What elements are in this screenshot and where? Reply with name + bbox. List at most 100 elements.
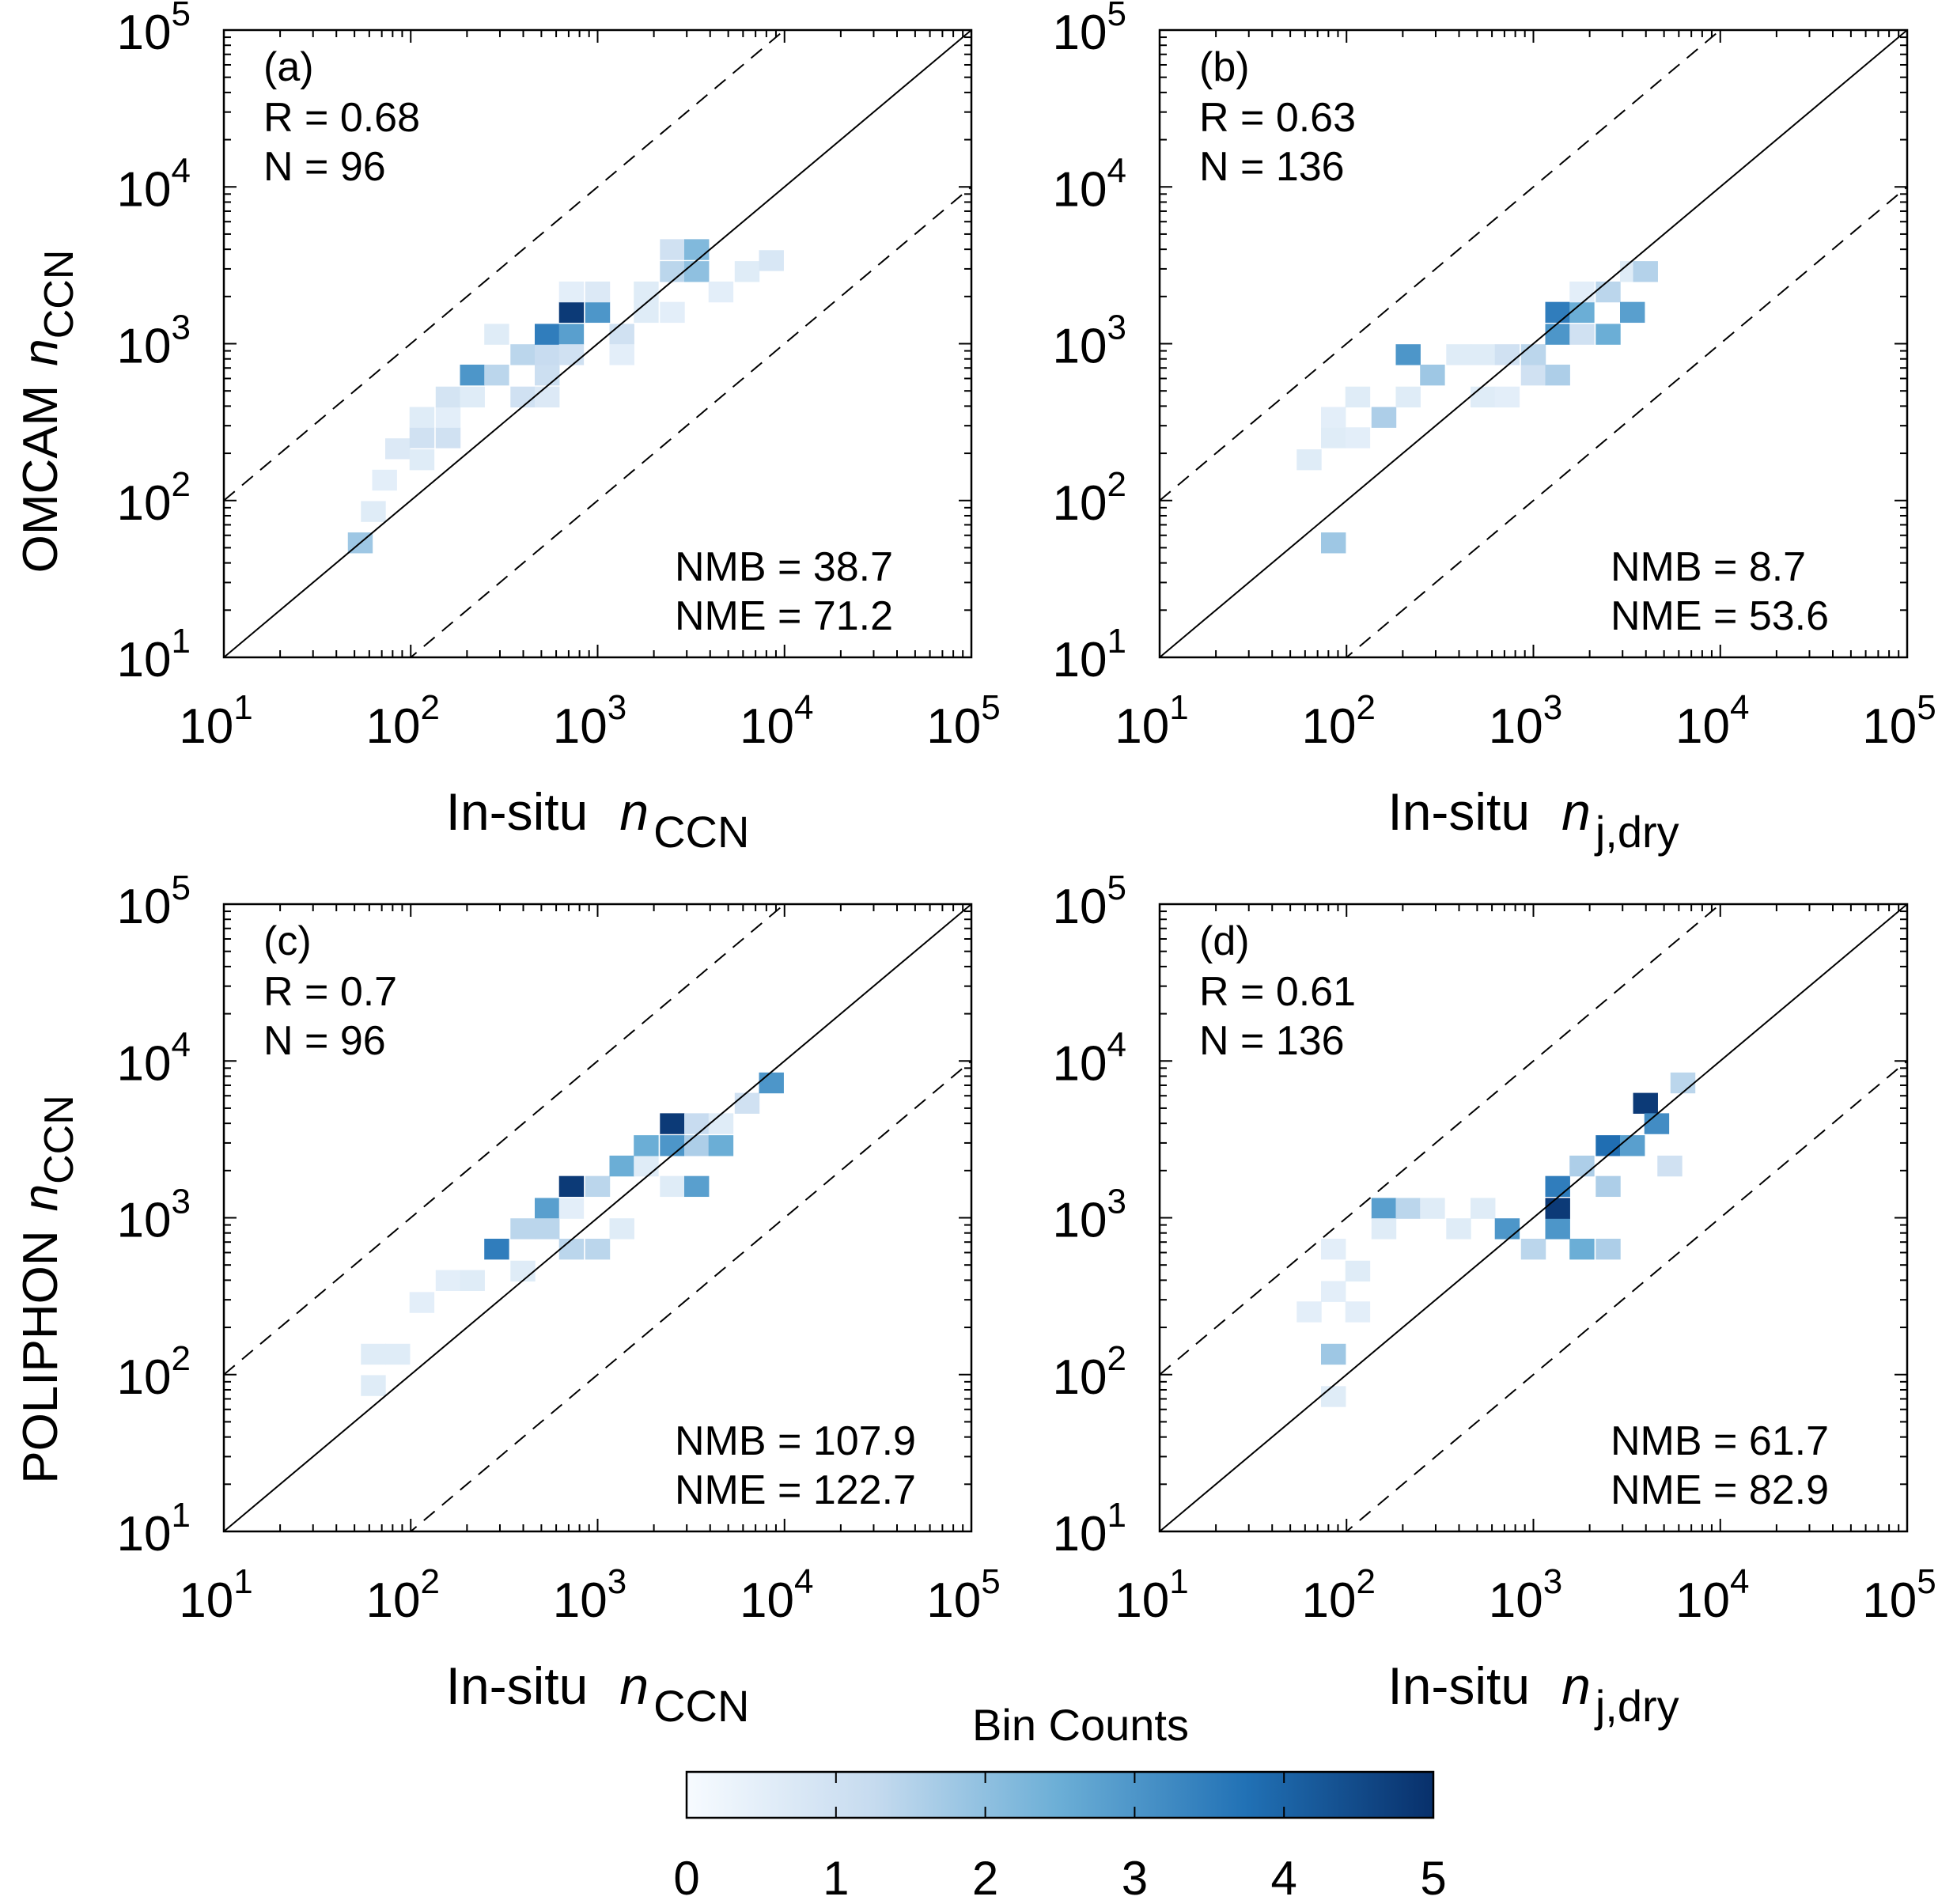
heatmap-bin [1371, 1198, 1397, 1219]
row-label-poliphon-var: n [13, 1184, 68, 1211]
heatmap-bin [1569, 1155, 1595, 1177]
x-tick-label: 104 [1675, 1562, 1749, 1628]
heatmap-bin [1321, 1238, 1346, 1260]
heatmap-bin [1520, 1238, 1546, 1260]
heatmap-bin [708, 1135, 734, 1156]
factor-of-ten-line [224, 904, 786, 1376]
heatmap-bin [435, 1270, 461, 1291]
panel-b-r-value: R = 0.63 [1199, 95, 1356, 141]
heatmap-bin [1321, 532, 1346, 554]
heatmap-bin [460, 386, 485, 408]
y-tick-label: 101 [117, 1496, 191, 1561]
panel-b-bins [1296, 261, 1658, 554]
heatmap-bin [558, 1175, 585, 1198]
heatmap-bin [535, 324, 560, 345]
one-to-one-line [224, 904, 971, 1531]
panel-d-bins [1296, 1072, 1696, 1407]
x-tick-label: 101 [179, 1562, 252, 1628]
heatmap-bin [385, 1343, 411, 1365]
heatmap-bin [435, 386, 461, 408]
heatmap-bin [460, 1270, 485, 1291]
panel-d-reference-lines [1160, 904, 1907, 1531]
heatmap-bin [1321, 1386, 1346, 1407]
heatmap-bin [609, 1218, 634, 1240]
heatmap-bin [1446, 1218, 1471, 1240]
heatmap-bin [1569, 1238, 1595, 1260]
heatmap-bin [1633, 261, 1658, 282]
factor-of-ten-line [409, 1060, 971, 1531]
factor-of-ten-line [1160, 30, 1722, 502]
panel-c-reference-lines [224, 904, 971, 1531]
row-label-omcam-var: n [13, 339, 68, 365]
x-tick-label: 105 [926, 688, 1000, 754]
y-tick-label: 105 [117, 0, 191, 60]
heatmap-bin [409, 449, 435, 471]
heatmap-bin [1395, 386, 1421, 408]
panel-b-nmb-value: NMB = 8.7 [1611, 544, 1806, 590]
heatmap-bin [484, 364, 509, 386]
heatmap-bin [535, 1198, 560, 1219]
panel-a-label: (a) [263, 44, 314, 90]
heatmap-bin [634, 281, 659, 303]
panel-a-r-value: R = 0.68 [263, 95, 420, 141]
colorbar-gradient [685, 1770, 1435, 1819]
heatmap-bin [609, 1155, 634, 1177]
heatmap-bin [361, 501, 386, 522]
x-tick-label: 102 [366, 1562, 440, 1628]
x-tick-label: 104 [740, 688, 813, 754]
panel-a-nmb-value: NMB = 38.7 [675, 544, 893, 590]
heatmap-bin [734, 1092, 760, 1114]
heatmap-bin [684, 1113, 710, 1134]
heatmap-bin [558, 281, 585, 303]
y-tick-label: 101 [1053, 1496, 1126, 1561]
y-tick-label: 105 [117, 869, 191, 934]
panel-a-n-value: N = 96 [263, 144, 386, 190]
one-to-one-line [224, 30, 971, 657]
heatmap-bin [1321, 1343, 1346, 1365]
heatmap-bin [585, 1238, 611, 1260]
panel-d-n-value: N = 136 [1199, 1018, 1345, 1064]
heatmap-bin [1644, 1113, 1670, 1134]
panel-d-r-value: R = 0.61 [1199, 969, 1356, 1015]
panel-c: 101 102 103 104 105 101 102 103 104 105 (c) R = 0.7… [117, 869, 1001, 1731]
panel-d-nme-value: NME = 82.9 [1611, 1467, 1829, 1513]
heatmap-bin [385, 438, 411, 460]
heatmap-bin [1596, 324, 1621, 345]
heatmap-bin [1345, 427, 1371, 449]
heatmap-bin [1520, 344, 1546, 365]
row-label-poliphon: POLIPHON nCCN [13, 1095, 82, 1484]
panel-a-x-axis-label: In-situ n CCN [446, 782, 750, 857]
heatmap-bin [734, 261, 760, 282]
heatmap-bin [1395, 344, 1421, 365]
heatmap-bin [1345, 1260, 1371, 1282]
panel-a-ticks [223, 29, 972, 658]
y-tick-label: 102 [117, 1339, 191, 1405]
panel-b: 101 102 103 104 105 101 102 103 104 105 (b) R = 0.6… [1053, 0, 1936, 857]
heatmap-bin [1345, 386, 1371, 408]
one-to-one-line [1160, 904, 1907, 1531]
heatmap-bin [1569, 281, 1595, 303]
heatmap-bin [484, 324, 509, 345]
svg-text:POLIPHONnCCN: POLIPHON nCCN [13, 1095, 82, 1484]
panel-c-nmb-value: NMB = 107.9 [675, 1418, 916, 1464]
y-tick-label: 103 [1053, 309, 1126, 374]
y-tick-label: 102 [1053, 465, 1126, 531]
panel-b-nme-value: NME = 53.6 [1611, 593, 1829, 639]
heatmap-bin [1296, 449, 1322, 471]
x-tick-label: 101 [179, 688, 252, 754]
heatmap-bin [634, 301, 659, 324]
panel-c-r-value: R = 0.7 [263, 969, 397, 1015]
heatmap-bin [435, 407, 461, 428]
heatmap-bin [1471, 386, 1496, 408]
heatmap-bin [558, 324, 585, 345]
heatmap-bin [684, 1135, 710, 1156]
colorbar-tick-label: 2 [972, 1852, 998, 1904]
panel-a-reference-lines [224, 30, 971, 657]
heatmap-bin [1494, 1218, 1520, 1240]
colorbar-tick-label: 1 [823, 1852, 849, 1904]
heatmap-bin [1420, 364, 1445, 386]
heatmap-bin [684, 1175, 710, 1198]
colorbar-ticks: 0 1 2 3 4 5 [673, 1772, 1447, 1904]
y-tick-label: 104 [1053, 1025, 1126, 1091]
